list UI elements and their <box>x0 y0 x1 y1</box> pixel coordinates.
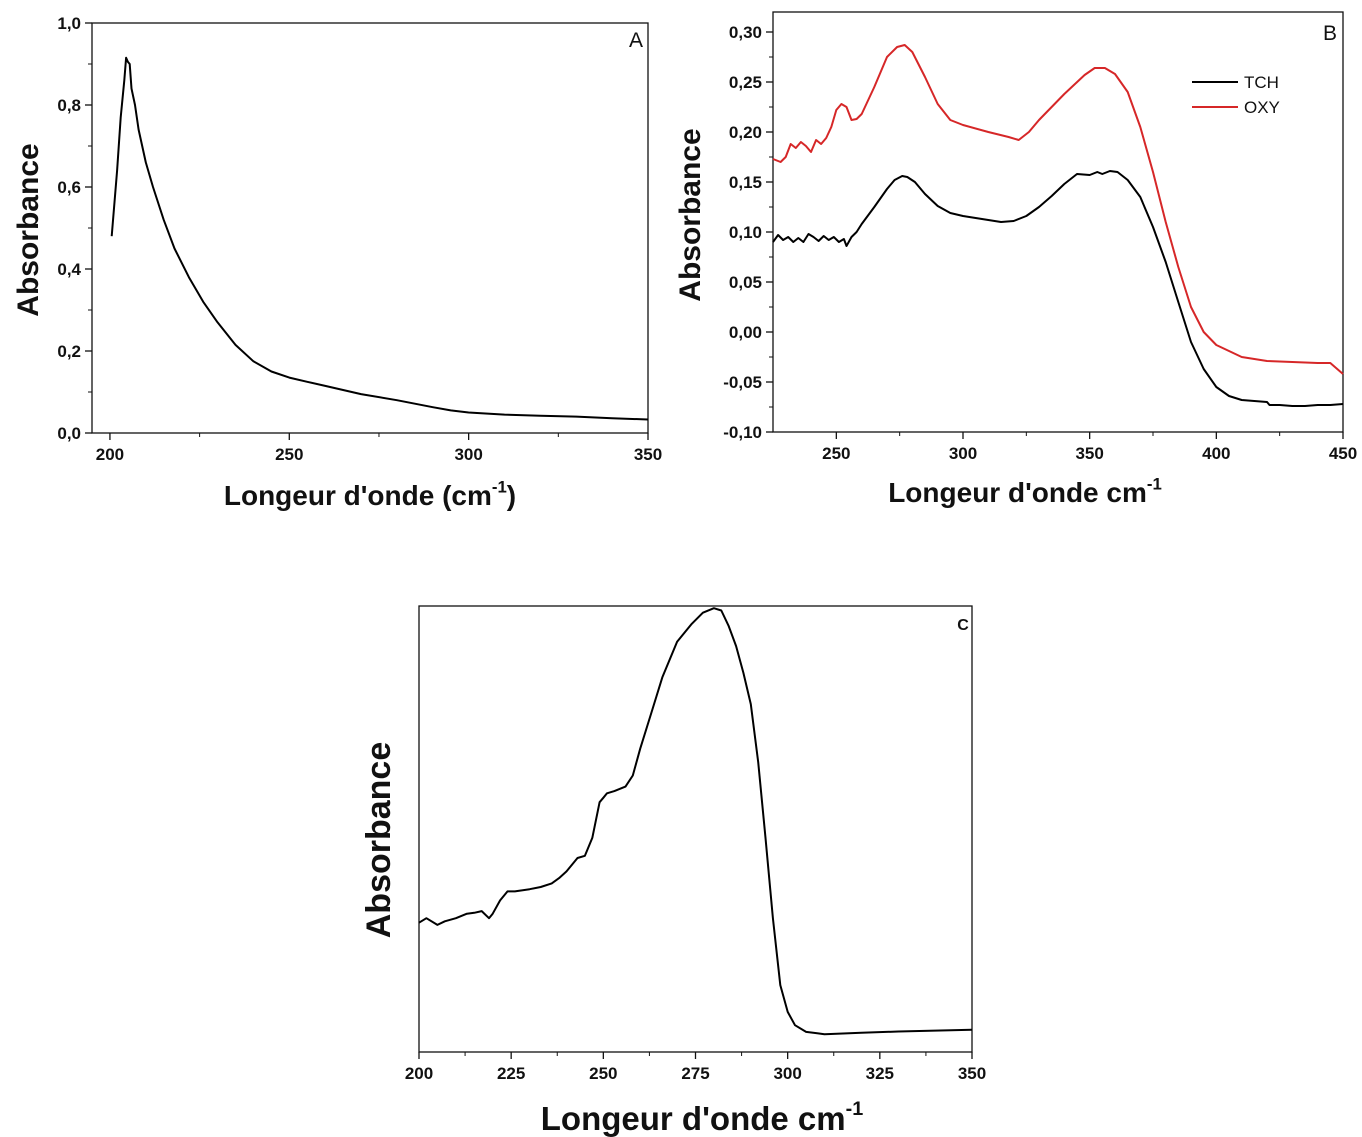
panel-letter: B <box>1323 22 1337 45</box>
x-axis-title-superscript: -1 <box>492 477 507 496</box>
panel-a: 200 250 300 350 0,0 0,2 0,4 0,6 0,8 1,0 Absorbance… <box>12 14 662 511</box>
series-line <box>110 56 649 421</box>
x-axis-title: Longeur d'onde cm-1 <box>541 1098 863 1137</box>
x-tick-label: 300 <box>454 445 482 464</box>
x-tick-label: 225 <box>497 1064 525 1083</box>
x-tick-label: 400 <box>1202 444 1230 463</box>
x-tick-label: 350 <box>634 445 662 464</box>
y-tick-label: 0,6 <box>57 178 81 197</box>
y-tick-label: 0,15 <box>729 173 762 192</box>
x-tick-label: 300 <box>773 1064 801 1083</box>
y-tick-label: 0,05 <box>729 273 762 292</box>
legend-label: TCH <box>1244 73 1279 92</box>
plot-frame <box>772 11 1344 433</box>
y-tick-label: 0,00 <box>729 323 762 342</box>
panel-letter: C <box>957 617 969 634</box>
x-axis-title-main: Longeur d'onde (cm <box>224 480 492 511</box>
series-line-oxy <box>772 44 1344 375</box>
x-tick-label: 250 <box>822 444 850 463</box>
legend-label: OXY <box>1244 98 1280 117</box>
x-tick-label: 200 <box>96 445 124 464</box>
panel-b: 250 300 350 400 450 -0,10 -0,05 0,00 0,05 0,10 0,1… <box>674 11 1357 508</box>
y-axis-title: Absorbance <box>12 143 45 316</box>
x-tick-label: 200 <box>405 1064 433 1083</box>
y-tick-label: 0,10 <box>729 223 762 242</box>
y-axis-title: Absorbance <box>360 742 398 939</box>
y-tick-label: 0,25 <box>729 73 762 92</box>
x-tick-label: 350 <box>958 1064 986 1083</box>
panel-letter: A <box>629 29 643 52</box>
plot-frame <box>418 605 973 1053</box>
x-axis-title-superscript: -1 <box>1147 474 1162 493</box>
x-tick-label: 325 <box>866 1064 894 1083</box>
y-tick-label: 0,0 <box>57 424 81 443</box>
series-line-tch <box>772 170 1344 407</box>
y-tick-label: 0,8 <box>57 96 81 115</box>
x-axis-title-close: ) <box>507 480 516 511</box>
y-tick-label: 0,2 <box>57 342 81 361</box>
y-tick-label: 1,0 <box>57 14 81 33</box>
y-tick-label: 0,30 <box>729 23 762 42</box>
x-tick-label: 250 <box>589 1064 617 1083</box>
y-tick-label: 0,20 <box>729 123 762 142</box>
x-axis-title-main: Longeur d'onde cm <box>888 477 1147 508</box>
y-tick-label: 0,4 <box>57 260 81 279</box>
x-axis-title: Longeur d'onde cm-1 <box>888 474 1162 508</box>
x-tick-label: 350 <box>1075 444 1103 463</box>
series-line <box>418 607 973 1036</box>
x-tick-label: 250 <box>275 445 303 464</box>
y-tick-label: -0,05 <box>723 373 762 392</box>
y-axis-title: Absorbance <box>674 128 707 301</box>
x-tick-label: 275 <box>681 1064 709 1083</box>
y-tick-label: -0,10 <box>723 423 762 442</box>
x-tick-label: 450 <box>1329 444 1357 463</box>
panel-c: 200 225 250 275 300 325 350 Absorbance Longeur d… <box>360 605 986 1137</box>
x-axis-title-superscript: -1 <box>846 1098 864 1120</box>
x-axis-title: Longeur d'onde (cm-1) <box>224 477 516 511</box>
x-axis-title-main: Longeur d'onde cm <box>541 1100 846 1137</box>
plot-frame <box>91 22 649 434</box>
x-tick-label: 300 <box>949 444 977 463</box>
